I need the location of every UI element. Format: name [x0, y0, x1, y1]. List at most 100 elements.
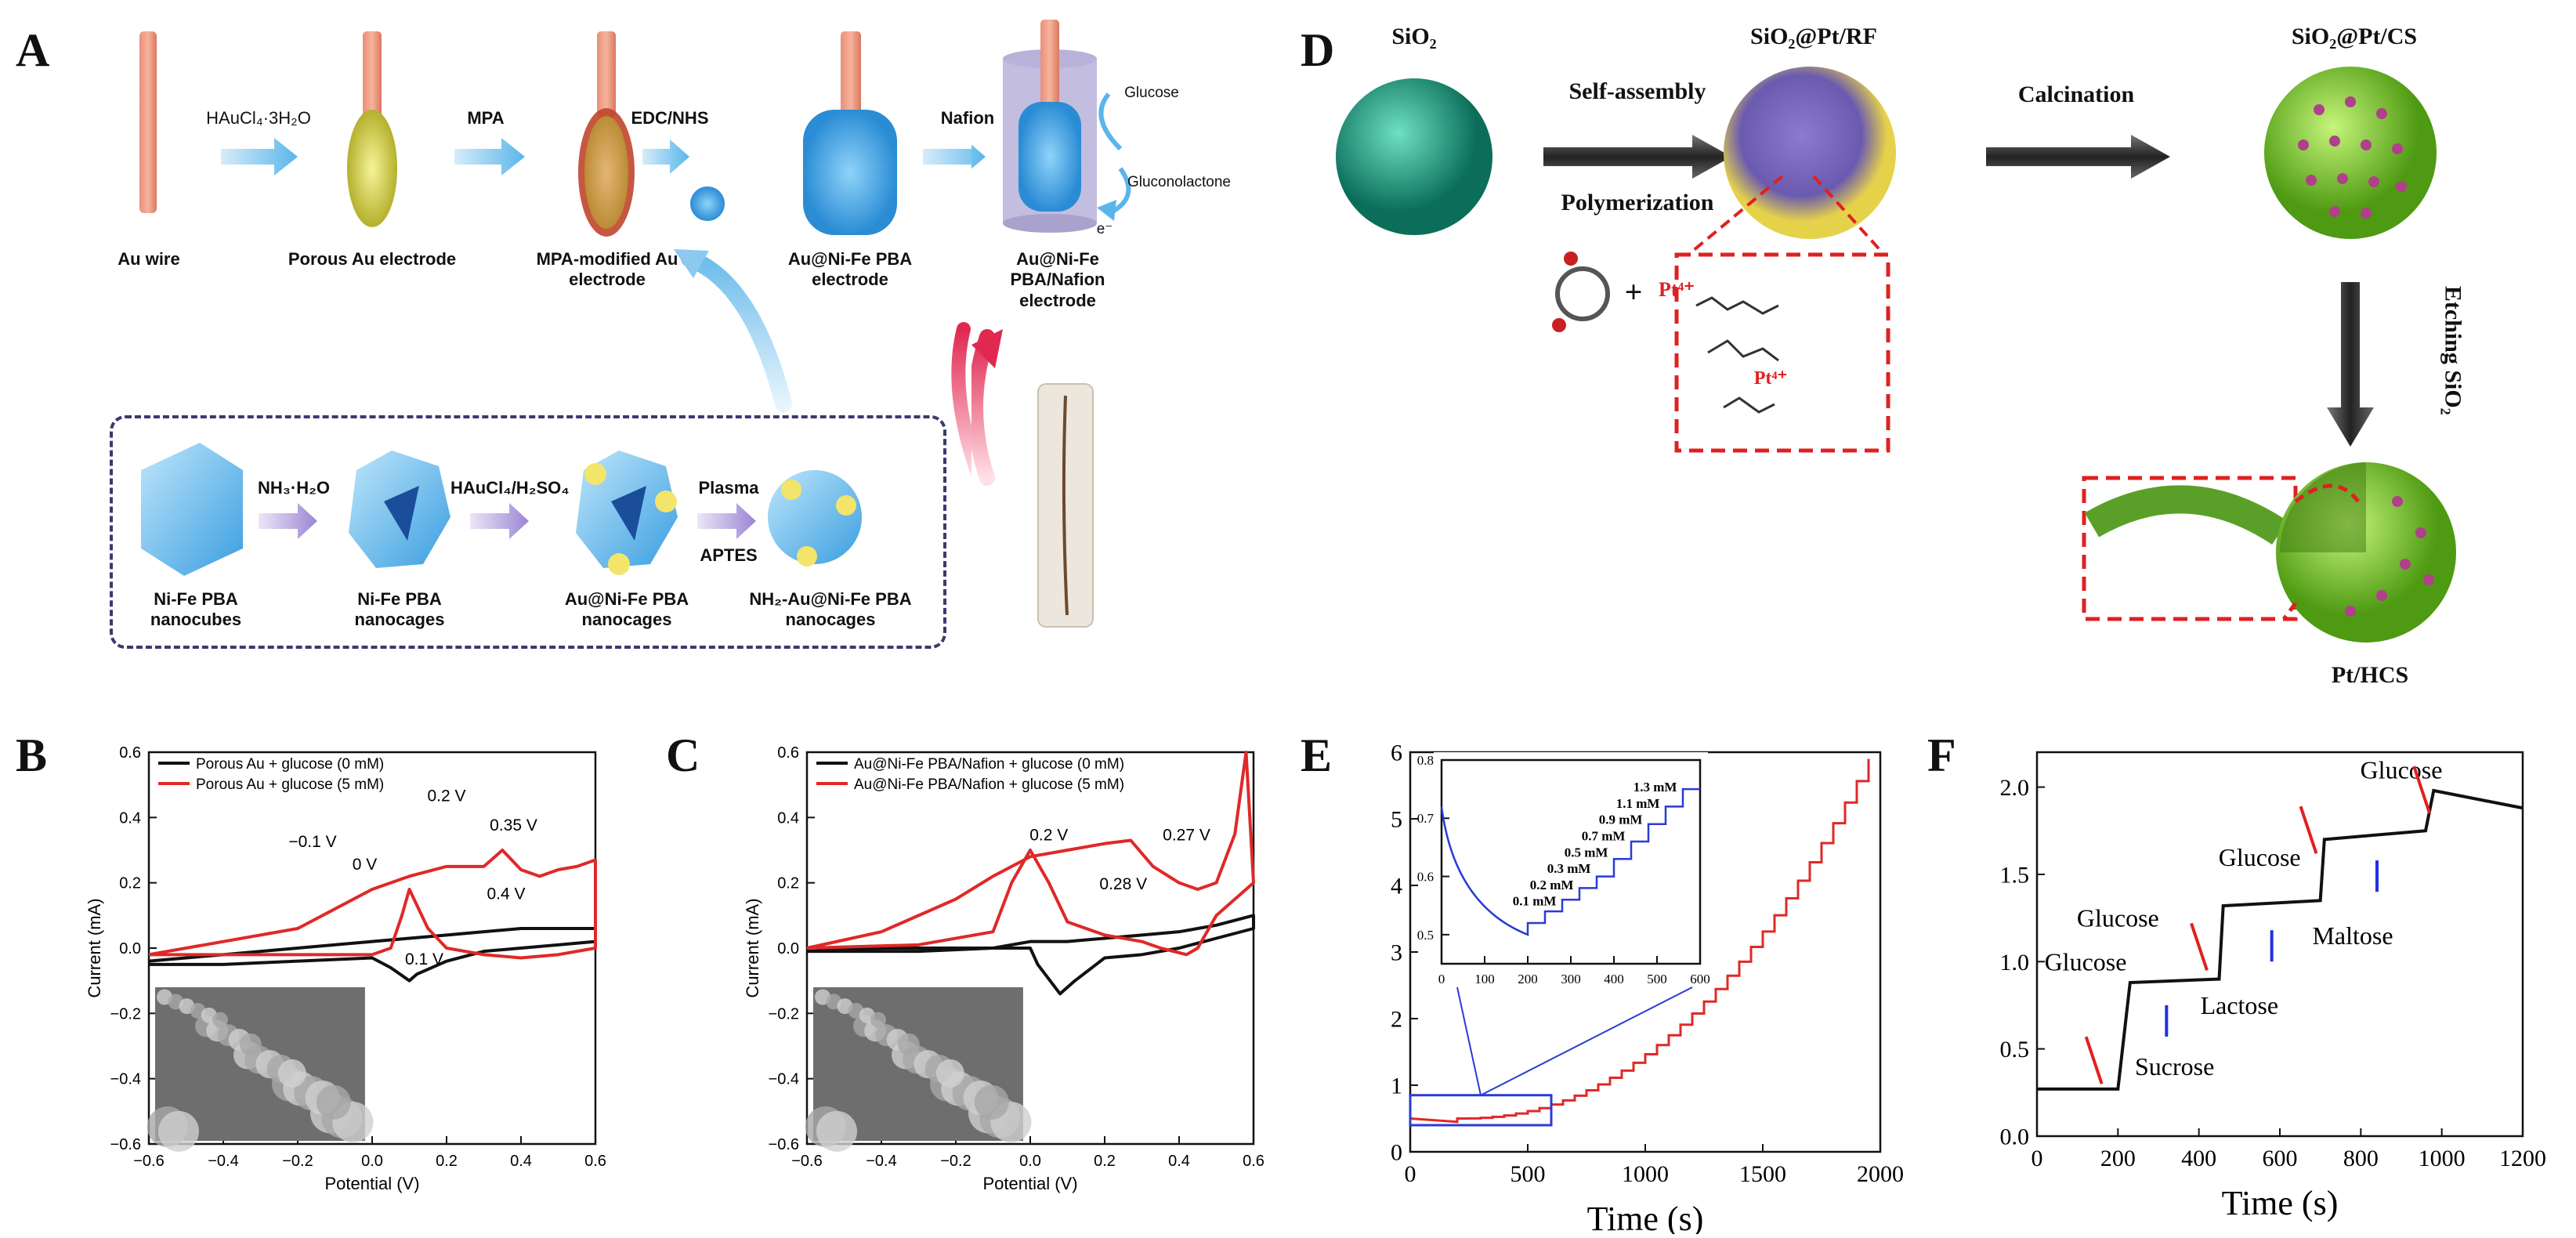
inset-step-label: 1.1 mM — [1616, 796, 1660, 811]
x-axis-label: Time (s) — [1587, 1200, 1704, 1234]
y-tick-label: 1 — [1391, 1073, 1402, 1099]
x-tick-label: 600 — [1690, 972, 1710, 986]
step-etching: Etching SiO₂ — [2440, 285, 2466, 415]
x-tick-label: 100 — [1474, 972, 1495, 986]
series-line-1 — [148, 927, 597, 983]
annotation-label: 0.28 V — [1099, 875, 1147, 893]
inset-arrow-plasma: Plasma — [698, 478, 759, 498]
panel-letter-f: F — [1927, 729, 1956, 781]
inset-arrow-aptes: APTES — [700, 545, 758, 565]
annotation-label: Maltose — [2312, 921, 2393, 950]
y-tick-label: 2.0 — [2000, 775, 2030, 801]
step-polymerization: Polymerization — [1561, 190, 1714, 215]
annotation-label: Sucrose — [2135, 1052, 2214, 1081]
x-tick-label: 0.6 — [1243, 1153, 1264, 1170]
x-tick-label: 0.2 — [1094, 1153, 1116, 1170]
y-tick-label: 0.6 — [119, 744, 141, 762]
y-tick-label: 6 — [1391, 740, 1402, 766]
annotation-label: −0.1 V — [288, 833, 336, 851]
x-tick-label: 600 — [2263, 1146, 2298, 1171]
y-tick-label: −0.4 — [769, 1071, 799, 1088]
sio2-pt-cs-sphere — [2264, 67, 2437, 239]
title-sio2-pt-cs: SiO₂@Pt/CS — [2291, 24, 2418, 49]
x-tick-label: 800 — [2343, 1146, 2379, 1171]
caption-au-wire: Au wire — [118, 249, 180, 269]
panel-d-schematic — [1336, 67, 2456, 643]
y-tick-label: −0.2 — [110, 1005, 141, 1023]
series-line-2 — [148, 849, 597, 960]
y-tick-label: 0.0 — [777, 940, 799, 957]
panel-a-schematic — [139, 31, 971, 237]
sem-particle — [212, 1012, 228, 1028]
series-line-2 — [806, 751, 1255, 957]
sio2-sphere — [1336, 78, 1492, 235]
y-tick-label: −0.6 — [110, 1136, 141, 1153]
y-tick-label: 0.0 — [119, 940, 141, 957]
x-axis-label: Time (s) — [2222, 1184, 2339, 1222]
inset-step-label: 0.5 mM — [1565, 845, 1608, 860]
plot-frame — [2035, 751, 2524, 1138]
panel-letter-b: B — [16, 729, 48, 781]
x-tick-label: 400 — [2181, 1146, 2216, 1171]
pt-dots — [2298, 96, 2407, 219]
y-tick-label: −0.4 — [110, 1071, 141, 1088]
y-tick-label: 0.5 — [1417, 928, 1434, 943]
inset-background — [1434, 752, 1708, 987]
caption-nafion-electrode: Au@Ni-Fe PBA/Nafion electrode — [1010, 249, 1105, 310]
reagent-phenol — [1552, 252, 1610, 332]
x-tick-label: 1500 — [1739, 1161, 1786, 1187]
y-tick-label: 5 — [1391, 807, 1402, 833]
y-tick-label: 0.2 — [777, 875, 799, 892]
title-sio2: SiO₂ — [1391, 24, 1437, 49]
y-tick-label: 1.5 — [2000, 862, 2030, 888]
panel-letter-d: D — [1301, 24, 1335, 76]
panel-letter-c: C — [666, 729, 700, 781]
chart-b: −0.6 −0.4 −0.2 0.0 0.2 0.4 0.6 −0.6 −0.4 −0.2 0.0 0… — [85, 744, 606, 1193]
sem-particle — [935, 1059, 964, 1088]
x-tick-label: 500 — [1647, 972, 1667, 986]
y-tick-label: 0.0 — [2000, 1124, 2030, 1150]
y-axis-label: Current (mA) — [85, 898, 104, 997]
annotation-label: Glucose — [2361, 755, 2443, 784]
curved-arrow-blue — [681, 250, 792, 412]
x-tick-label: 0 — [1438, 972, 1445, 986]
inset-step-label: 0.3 mM — [1547, 861, 1591, 876]
inset-series-line — [1440, 787, 1700, 936]
chart-e: 0 500 1000 1500 2000 0 1 2 3 4 5 6 Time (s) 0 100 200 30… — [1391, 740, 1904, 1238]
x-tick-label: 400 — [1604, 972, 1624, 986]
panel-e: E 0 500 1000 1500 2000 0 1 2 3 4 5 6 Time (s) 0 100 200… — [1293, 721, 1919, 1238]
sem-particle — [870, 1012, 886, 1028]
y-axis-label: Current (mA) — [743, 898, 762, 997]
y-tick-label: 4 — [1391, 874, 1402, 900]
x-tick-label: 1000 — [2419, 1146, 2466, 1171]
panel-a: A — [0, 0, 971, 690]
caption-porous-au: Porous Au electrode — [288, 249, 457, 269]
pba-electrode-body — [803, 110, 897, 235]
x-tick-label: −0.2 — [940, 1153, 971, 1170]
x-tick-label: −0.4 — [208, 1153, 238, 1170]
y-tick-label: 0.5 — [2000, 1037, 2030, 1062]
x-tick-label: 0.4 — [1168, 1153, 1190, 1170]
zoom-box — [1674, 252, 1890, 453]
x-tick-label: 0 — [1405, 1161, 1416, 1187]
y-tick-label: 1.0 — [2000, 950, 2030, 976]
inset-caption-au-cage: Au@Ni-Fe PBA nanocages — [564, 589, 689, 630]
x-tick-label: 1200 — [2499, 1146, 2546, 1171]
annotation-label: 0.2 V — [427, 787, 465, 805]
annotation-label: Glucose — [2077, 904, 2159, 932]
zoom-connector — [1480, 986, 1693, 1096]
inset-step-label: 1.3 mM — [1634, 780, 1677, 795]
panel-letter-a: A — [16, 24, 50, 76]
reaction-glucose-label: Glucose — [1124, 85, 1179, 101]
x-tick-label: 1000 — [1622, 1161, 1669, 1187]
arrow-label-nafion: Nafion — [940, 108, 995, 128]
y-tick-label: −0.2 — [769, 1005, 799, 1023]
x-tick-label: 500 — [1511, 1161, 1546, 1187]
inset-arrow-haucl4: HAuCl₄/H₂SO₄ — [450, 478, 570, 498]
annotation-label: 0.2 V — [1029, 827, 1068, 845]
sem-particle — [277, 1059, 306, 1088]
chart-f: 0 200 400 600 800 1000 1200 0.0 0.5 1.0 1.5 2.0 Time… — [2000, 751, 2546, 1222]
series-line-amperometric — [1409, 758, 1870, 1124]
title-sio2-pt-rf: SiO₂@Pt/RF — [1750, 24, 1877, 49]
au-wire — [139, 31, 157, 213]
